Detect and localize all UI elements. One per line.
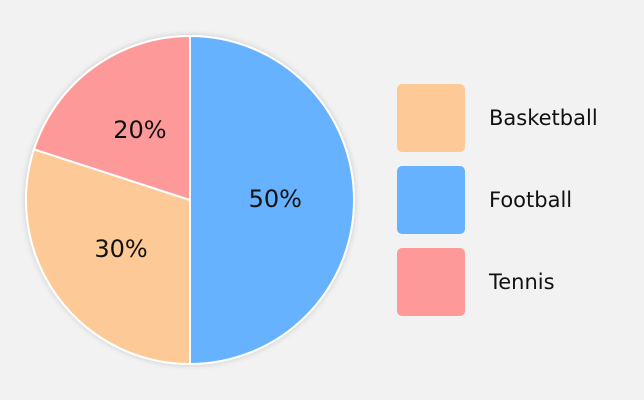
value-label: 20% <box>113 116 166 144</box>
legend-label: Basketball <box>489 106 598 130</box>
slice <box>25 148 191 366</box>
legend: Basketball Football Tennis <box>397 84 598 316</box>
slice <box>189 34 355 366</box>
legend-label: Football <box>489 188 572 212</box>
legend-label: Tennis <box>488 270 555 294</box>
value-label: 50% <box>249 185 302 213</box>
slices: 30% 50% 20% <box>25 34 355 366</box>
legend-swatch <box>397 84 465 152</box>
legend-swatch <box>397 248 465 316</box>
value-label: 30% <box>94 235 147 263</box>
legend-swatch <box>397 166 465 234</box>
slice <box>32 34 191 202</box>
